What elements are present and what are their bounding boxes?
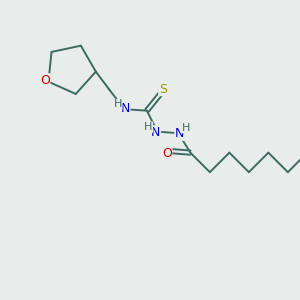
Text: H: H xyxy=(114,99,122,110)
Text: N: N xyxy=(175,127,184,140)
Text: S: S xyxy=(159,82,167,96)
Text: O: O xyxy=(40,74,50,87)
Text: N: N xyxy=(151,126,160,139)
Text: O: O xyxy=(162,147,172,160)
Text: H: H xyxy=(144,122,152,132)
Text: H: H xyxy=(182,123,190,133)
Text: N: N xyxy=(121,102,130,115)
